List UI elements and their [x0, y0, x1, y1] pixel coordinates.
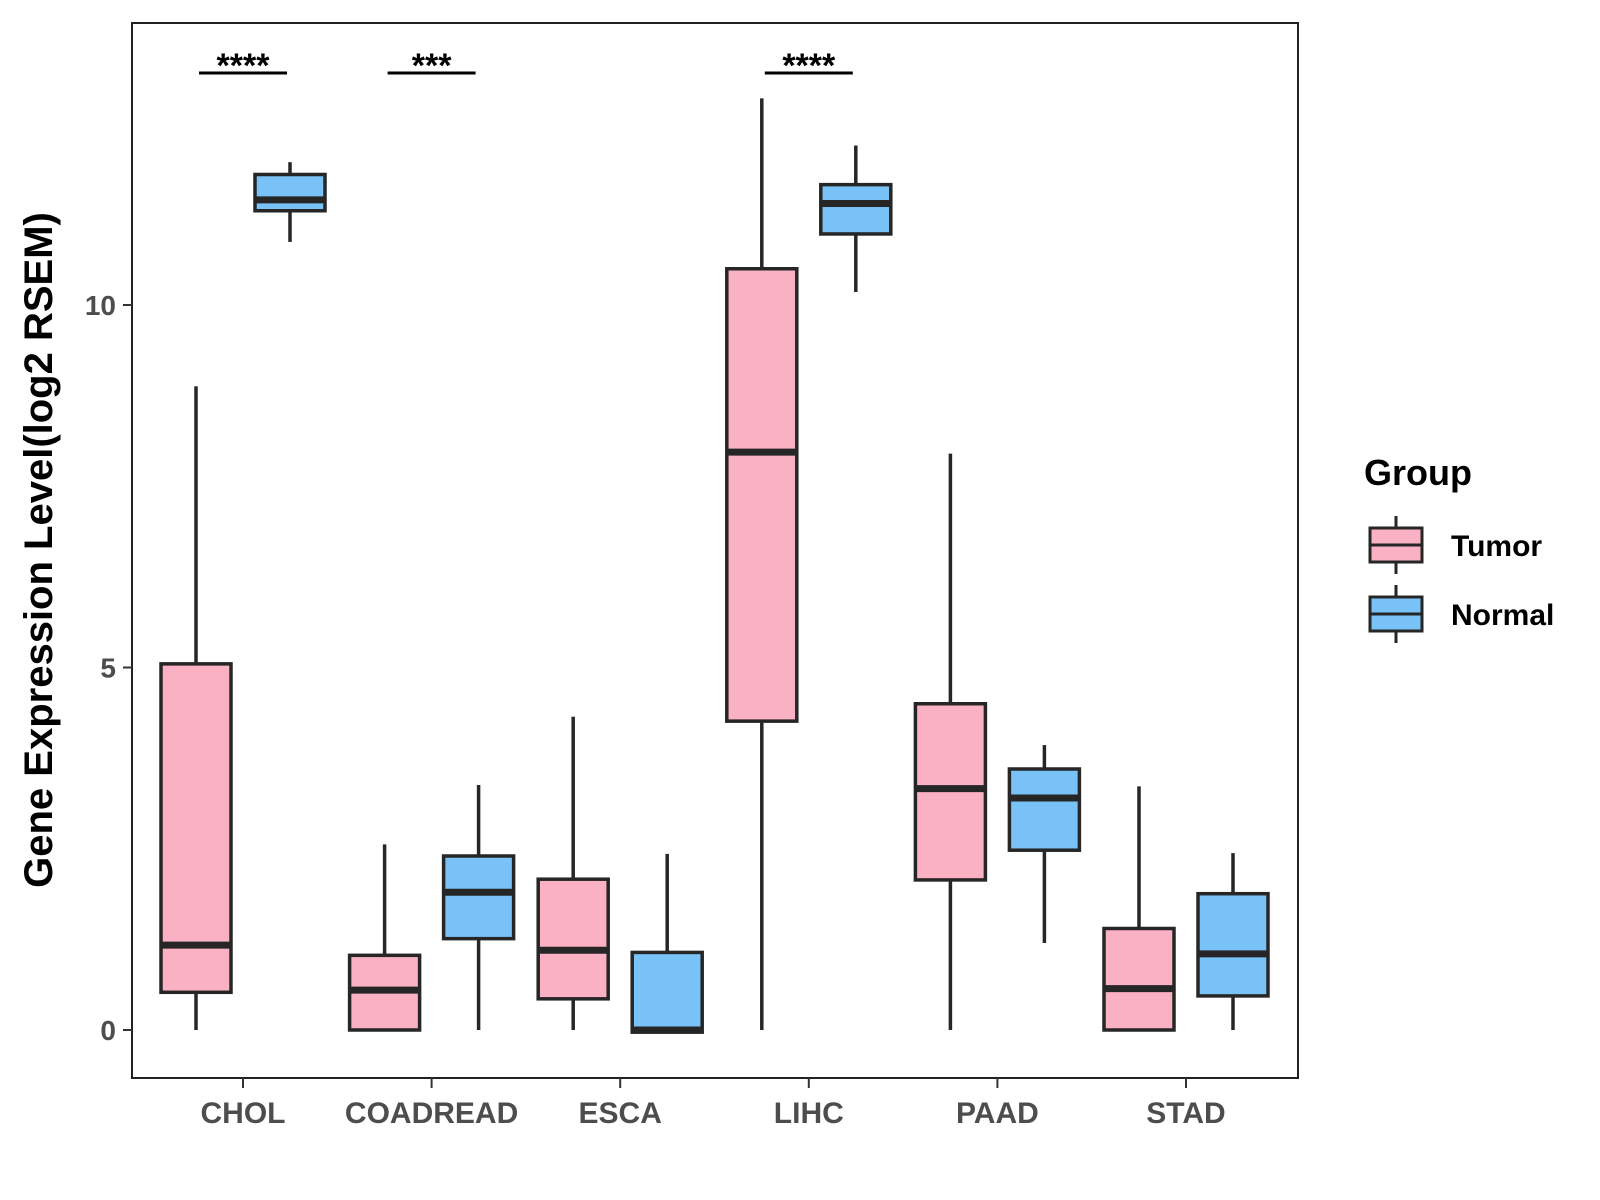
box-iqr	[536, 877, 610, 1001]
box-iqr	[725, 267, 799, 723]
box-tumor-lihc	[725, 98, 799, 1030]
legend: Group Tumor Normal	[1364, 452, 1554, 643]
box-normal-paad	[1007, 745, 1082, 943]
box-normal-chol	[253, 162, 327, 242]
box-normal-esca	[630, 853, 704, 1034]
x-tick-label: COADREAD	[345, 1097, 518, 1130]
plot-area: **** *** ****	[159, 47, 1270, 1034]
box-tumor-coadread	[347, 844, 422, 1032]
box-tumor-esca	[536, 716, 610, 1030]
legend-label-normal: Normal	[1451, 599, 1554, 632]
legend-key-tumor	[1368, 516, 1424, 574]
box-iqr	[1102, 926, 1176, 1032]
box-normal-lihc	[819, 145, 893, 292]
y-tick-label: 5	[100, 653, 116, 684]
x-tick-label: STAD	[1146, 1097, 1225, 1130]
box-iqr	[630, 950, 704, 1034]
x-tick-label: PAAD	[956, 1097, 1039, 1130]
y-tick-label: 0	[100, 1015, 116, 1046]
x-tick-label: LIHC	[774, 1097, 844, 1130]
significance-label: ****	[217, 47, 271, 85]
box-tumor-stad	[1102, 786, 1176, 1032]
box-iqr	[1196, 891, 1270, 998]
legend-label-tumor: Tumor	[1451, 530, 1542, 563]
box-tumor-paad	[913, 453, 988, 1030]
box-iqr	[1007, 767, 1082, 852]
plot-panel-border	[131, 22, 1299, 1079]
box-normal-coadread	[441, 784, 516, 1030]
y-tick-label: 10	[85, 290, 116, 321]
significance-label: ***	[412, 47, 452, 85]
x-tick-label: ESCA	[579, 1097, 662, 1130]
box-iqr	[253, 172, 327, 213]
box-iqr	[819, 182, 893, 236]
box-iqr	[159, 662, 233, 995]
legend-title: Group	[1364, 452, 1472, 493]
legend-key-normal	[1368, 585, 1424, 643]
axes: 0 5 10 CHOL COADREAD ESCA LIHC PAAD STAD	[85, 290, 1226, 1130]
x-tick-label: CHOL	[201, 1097, 286, 1130]
box-tumor-chol	[159, 386, 233, 1030]
box-normal-stad	[1196, 853, 1270, 1030]
significance-label: ****	[782, 47, 836, 85]
y-axis-label: Gene Expression Level(log2 RSEM)	[17, 212, 61, 888]
box-iqr	[441, 854, 516, 941]
